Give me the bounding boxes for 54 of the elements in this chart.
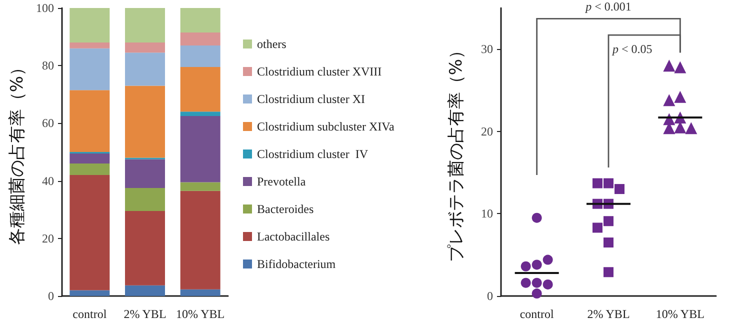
x-tick-label: control xyxy=(72,307,108,321)
x-tick-label: 10% YBL xyxy=(656,307,704,321)
bar xyxy=(70,290,110,296)
bar xyxy=(125,188,165,212)
legend-label: others xyxy=(257,37,287,51)
bar xyxy=(125,211,165,286)
bar xyxy=(180,289,220,296)
bar xyxy=(125,8,165,43)
y-tick-label: 30 xyxy=(481,42,493,56)
bar xyxy=(70,8,110,43)
y-tick-label: 60 xyxy=(42,116,54,130)
bar xyxy=(125,52,165,86)
bar xyxy=(70,153,110,164)
y-tick-label: 0 xyxy=(48,289,54,303)
x-tick-label: 10% YBL xyxy=(176,307,225,321)
bar xyxy=(70,90,110,152)
bar xyxy=(180,182,220,191)
bar xyxy=(180,8,220,32)
bar xyxy=(125,42,165,53)
bar xyxy=(125,159,165,188)
legend-label: Clostridium subcluster XIVa xyxy=(257,120,395,134)
x-tick-label: 2% YBL xyxy=(124,307,166,321)
legend-label: Clostridium cluster XVIII xyxy=(257,64,382,78)
legend-label: Bacteroides xyxy=(257,202,314,216)
bar xyxy=(125,285,165,296)
annotation: p < 0.05 xyxy=(611,42,652,56)
legend-label: Lactobacillales xyxy=(257,230,330,244)
bar xyxy=(180,67,220,112)
bar xyxy=(70,48,110,90)
bar xyxy=(180,32,220,46)
y-tick-label: 40 xyxy=(42,174,54,188)
bar xyxy=(180,112,220,116)
bar xyxy=(180,190,220,290)
x-tick-label: control xyxy=(520,307,554,321)
y-axis-title: 各種細菌の占有率（%） xyxy=(8,58,28,246)
bar xyxy=(70,175,110,290)
x-tick-label: 2% YBL xyxy=(587,307,630,321)
legend-label: Clostridium cluster IV xyxy=(257,147,368,161)
y-tick-label: 100 xyxy=(36,1,54,15)
bar xyxy=(125,86,165,158)
legend-label: Prevotella xyxy=(257,174,306,188)
legend-label: Clostridium cluster XI xyxy=(257,92,365,106)
y-tick-label: 20 xyxy=(481,124,493,138)
y-tick-label: 10 xyxy=(481,206,493,221)
y-tick-label: 80 xyxy=(42,58,54,73)
annotation: p < 0.001 xyxy=(584,0,632,14)
y-tick-label: 20 xyxy=(42,231,54,246)
legend-label: Bifidobacterium xyxy=(257,257,336,271)
y-tick-label: 0 xyxy=(487,289,493,303)
y-axis-title: プレボテラ菌の占有率（%） xyxy=(446,42,466,262)
bar xyxy=(180,45,220,68)
bar xyxy=(70,42,110,48)
bar xyxy=(70,164,110,176)
bar xyxy=(180,116,220,182)
